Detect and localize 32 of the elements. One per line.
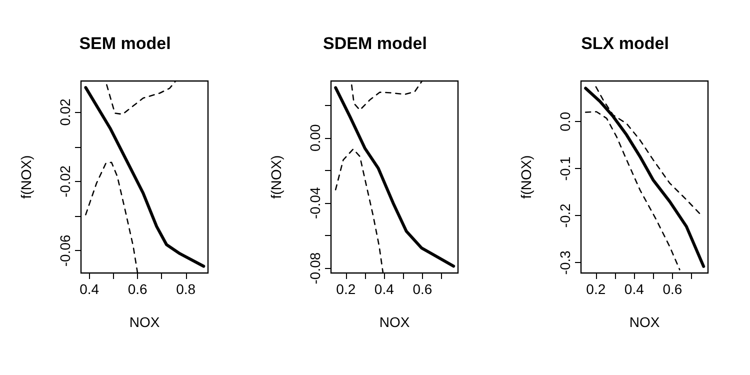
x-tick-label: 0.2: [586, 281, 606, 297]
chart-title: SLX model: [581, 34, 669, 53]
x-axis-title: NOX: [129, 314, 160, 330]
y-tick-label: -0.1: [557, 156, 573, 181]
chart-title: SDEM model: [323, 34, 427, 53]
x-tick-label: 0.6: [662, 281, 682, 297]
x-tick-label: 0.8: [176, 281, 196, 297]
x-tick-label: 0.6: [412, 281, 432, 297]
y-axis-title: f(NOX): [18, 155, 34, 199]
line-series: [84, 86, 206, 268]
y-tick-label: -0.06: [57, 234, 73, 267]
y-tick-label: 0.0: [557, 112, 573, 132]
x-tick-label: 0.6: [128, 281, 148, 297]
x-axis-title: NOX: [379, 314, 410, 330]
y-tick-label: 0.02: [57, 98, 73, 126]
y-axis-title: f(NOX): [268, 155, 284, 199]
y-tick-label: 0.00: [307, 124, 323, 152]
x-tick-label: 0.4: [374, 281, 394, 297]
line-series: [584, 111, 680, 270]
y-tick-label: -0.3: [557, 250, 573, 275]
x-tick-label: 0.2: [336, 281, 356, 297]
y-axis-title: f(NOX): [518, 155, 534, 199]
y-tick-label: -0.2: [557, 203, 573, 228]
y-tick-label: -0.04: [307, 186, 323, 220]
x-tick-label: 0.4: [80, 281, 100, 297]
y-tick-label: -0.08: [307, 252, 323, 284]
x-axis-title: NOX: [629, 314, 660, 330]
line-series: [334, 86, 456, 268]
x-tick-label: 0.4: [624, 281, 644, 297]
line-series: [584, 86, 706, 268]
chart-title: SEM model: [79, 34, 171, 53]
y-tick-label: -0.02: [57, 165, 73, 198]
